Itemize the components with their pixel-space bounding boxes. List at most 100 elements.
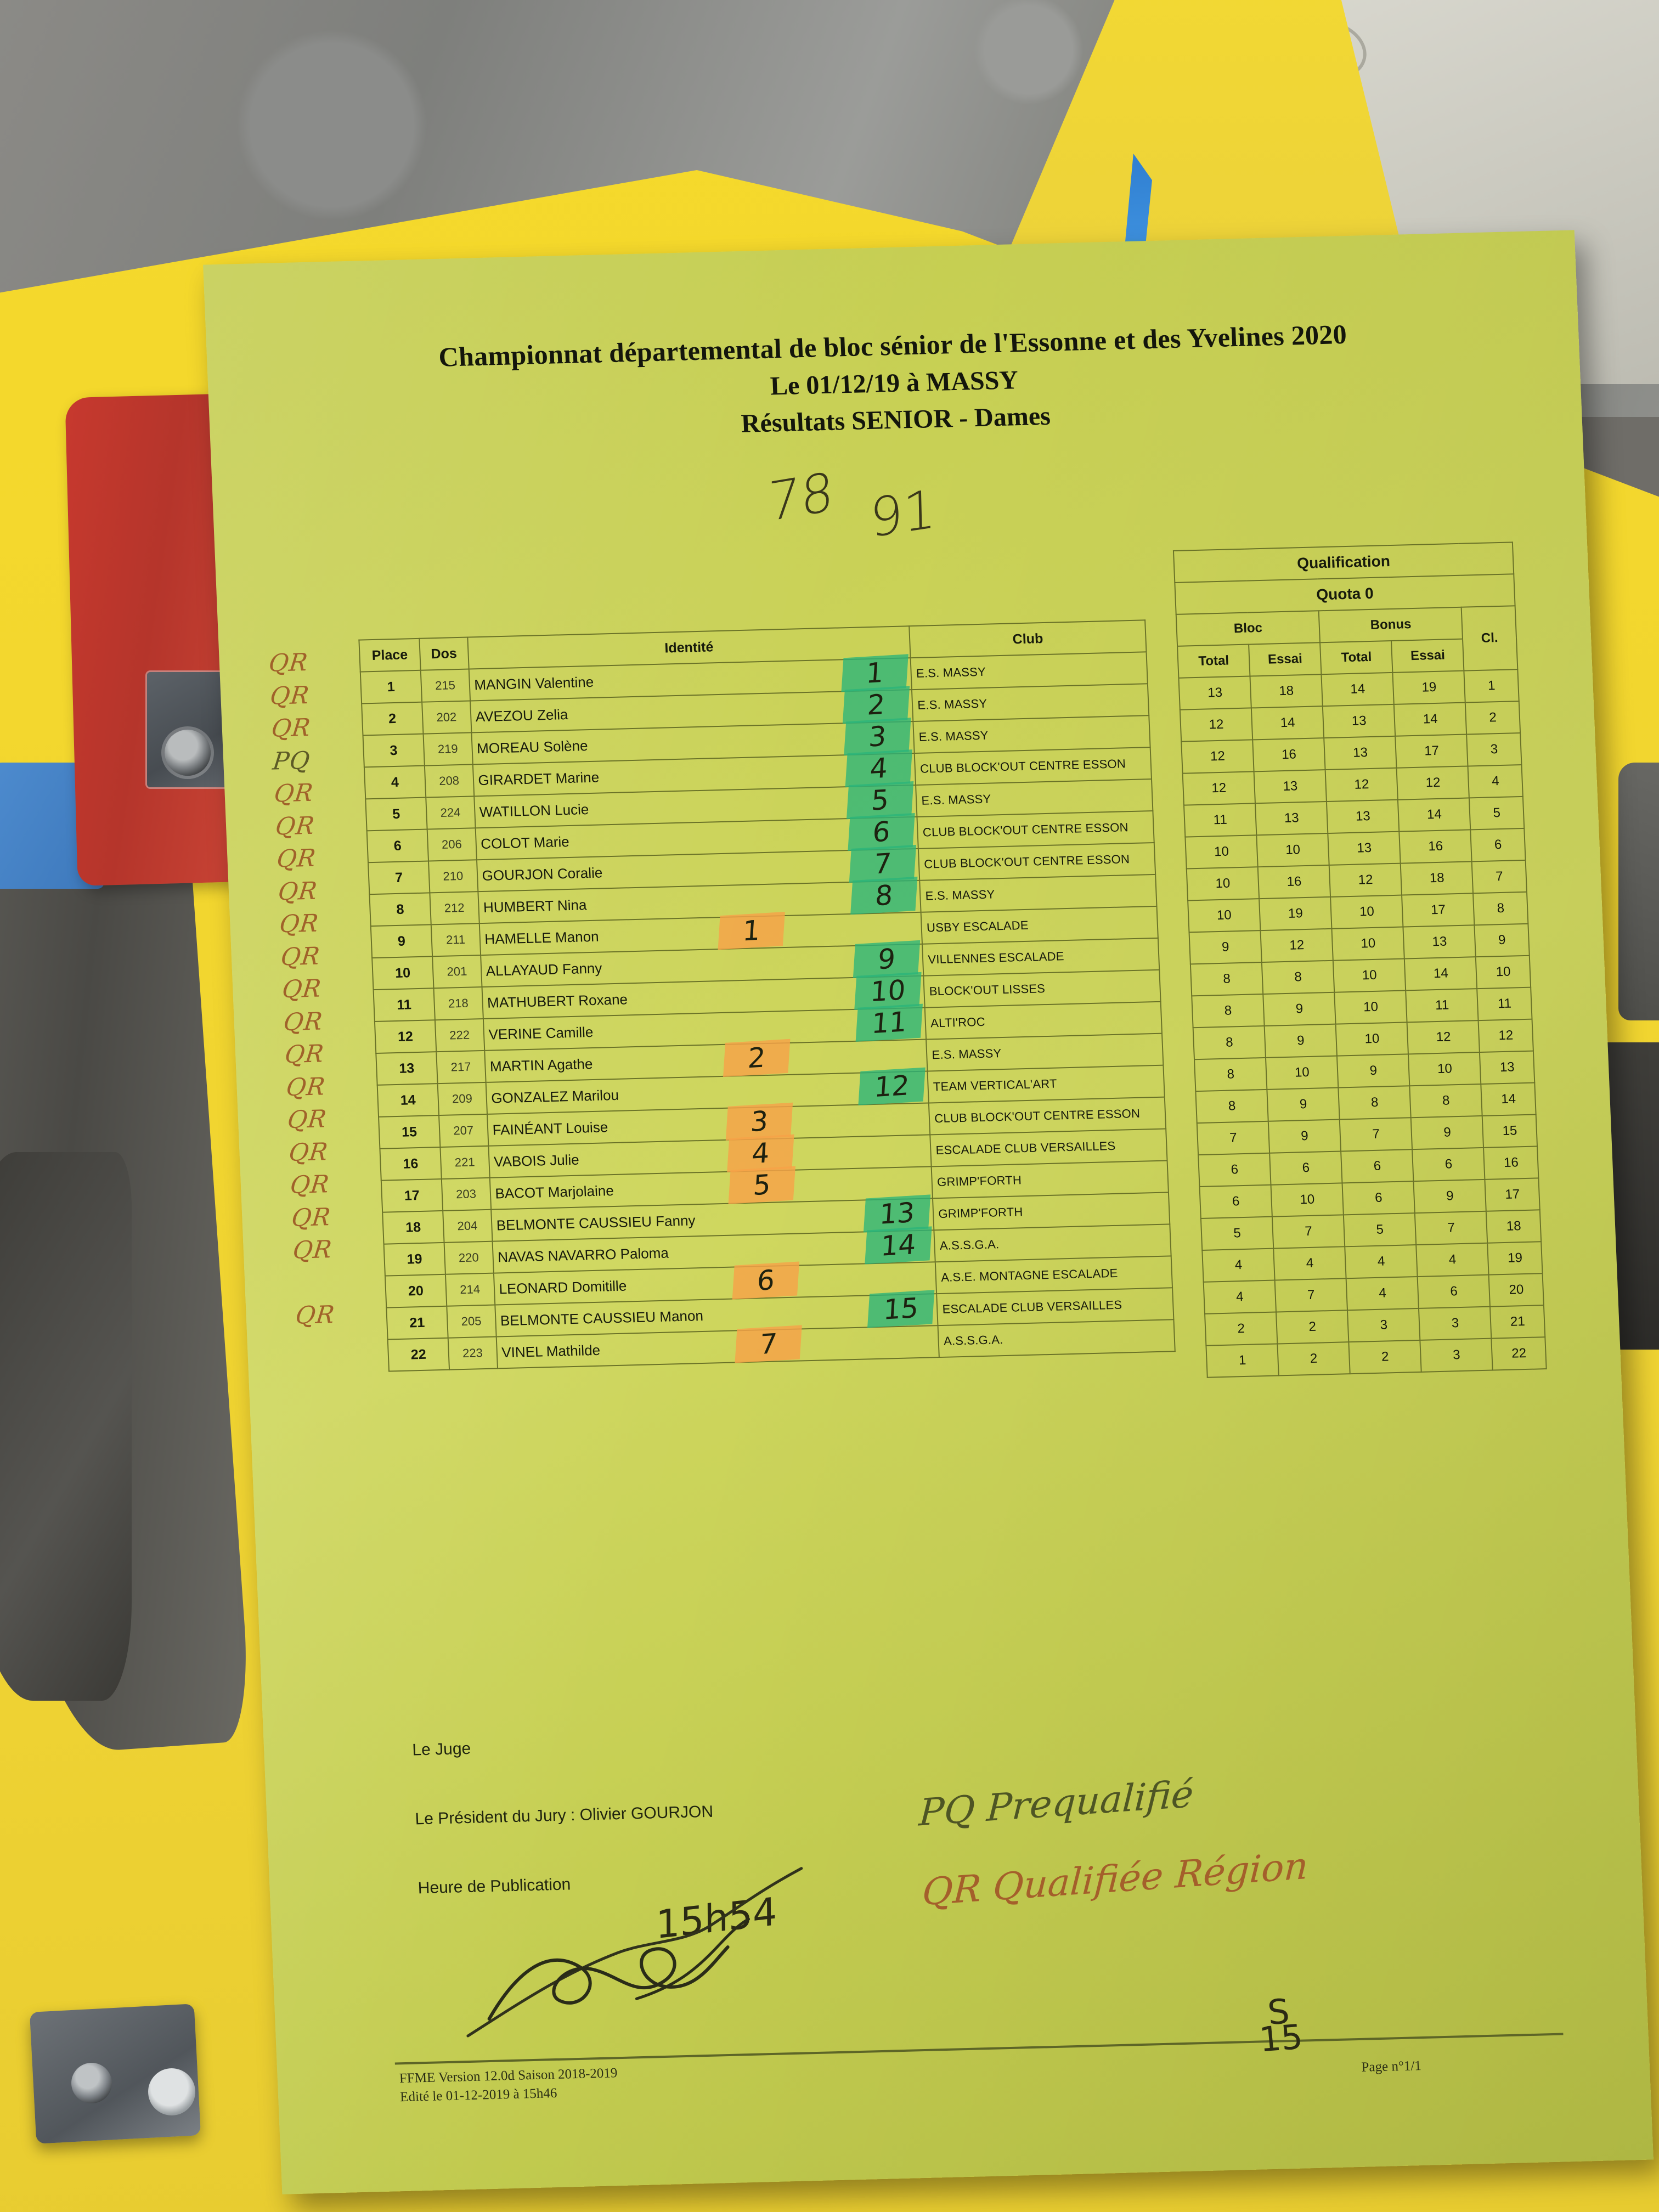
- cell-bonus-total: 13: [1328, 831, 1401, 865]
- cell-bloc-essai: 13: [1255, 802, 1328, 836]
- cell-club: E.S. MASSY: [910, 652, 1148, 690]
- cell-bloc-total: 12: [1180, 708, 1253, 742]
- cell-bloc-total: 6: [1198, 1153, 1271, 1187]
- cell-bloc-total: 13: [1178, 676, 1251, 710]
- cell-dos: 209: [437, 1082, 487, 1116]
- cell-place: 11: [373, 988, 435, 1022]
- cell-club: ESCALADE CLUB VERSAILLES: [936, 1288, 1174, 1326]
- footer-page-number: Page n°1/1: [1361, 2058, 1422, 2075]
- margin-mark: QR: [294, 1300, 337, 1330]
- cell-bonus-total: 12: [1329, 863, 1402, 897]
- cell-bloc-total: 2: [1205, 1312, 1278, 1346]
- cell-bloc-total: 8: [1190, 962, 1263, 996]
- cell-place: 15: [379, 1115, 441, 1149]
- handwritten-rank-mark: 12: [858, 1067, 926, 1105]
- cell-classement: 5: [1469, 796, 1525, 830]
- cell-classement: 3: [1466, 733, 1522, 766]
- cell-bonus-total: 6: [1342, 1181, 1415, 1215]
- cell-club: GRIMP'FORTH: [931, 1160, 1169, 1199]
- handwritten-78: 78: [767, 460, 834, 534]
- cell-dos: 205: [447, 1305, 496, 1338]
- handwritten-rank-mark: 6: [732, 1261, 800, 1300]
- cell-bloc-essai: 14: [1251, 706, 1324, 740]
- cell-club: BLOCK'OUT LISSES: [923, 969, 1161, 1008]
- cell-bonus-essai: 14: [1404, 957, 1477, 991]
- cell-bloc-essai: 9: [1267, 1087, 1340, 1121]
- cell-bonus-total: 10: [1331, 927, 1405, 961]
- cell-bloc-essai: 7: [1272, 1215, 1345, 1249]
- cell-bloc-total: 11: [1183, 803, 1257, 837]
- qual-group-bonus: Bonus: [1318, 607, 1463, 643]
- cell-bonus-total: 10: [1335, 1022, 1409, 1056]
- cell-bonus-essai: 6: [1417, 1274, 1491, 1308]
- judge-label: Le Juge: [411, 1739, 471, 1759]
- cell-bloc-essai: 7: [1274, 1278, 1348, 1312]
- cell-bloc-essai: 6: [1269, 1151, 1342, 1185]
- qual-header-bonus-essai: Essai: [1391, 639, 1464, 673]
- cell-club: USBY ESCALADE: [921, 906, 1158, 944]
- cell-club: GRIMP'FORTH: [933, 1192, 1170, 1231]
- cell-bloc-total: 4: [1203, 1280, 1277, 1314]
- cell-bloc-total: 9: [1189, 930, 1262, 964]
- cell-dos: 215: [420, 669, 470, 702]
- cell-bloc-total: 10: [1185, 835, 1258, 869]
- margin-mark: QR: [280, 974, 323, 1004]
- cell-bonus-essai: 17: [1402, 893, 1475, 927]
- cell-dos: 208: [424, 764, 474, 798]
- cell-bonus-total: 6: [1341, 1149, 1414, 1183]
- cell-place: 3: [363, 733, 425, 768]
- handwritten-rank-mark: 11: [855, 1003, 923, 1042]
- cell-classement: 17: [1485, 1178, 1540, 1211]
- cell-bonus-essai: 9: [1410, 1115, 1484, 1150]
- cell-place: 4: [364, 765, 426, 799]
- margin-mark: QR: [272, 778, 315, 808]
- cell-club: CLUB BLOCK'OUT CENTRE ESSON: [915, 747, 1152, 785]
- handwritten-s15-bottom: 15: [1257, 2016, 1305, 2060]
- cell-dos: 221: [440, 1146, 490, 1179]
- cell-bloc-total: 12: [1181, 740, 1254, 774]
- cell-place: 1: [360, 670, 422, 704]
- cell-bonus-essai: 12: [1407, 1020, 1480, 1054]
- cell-classement: 10: [1476, 955, 1531, 989]
- cell-dos: 219: [423, 732, 473, 766]
- cell-bonus-essai: 11: [1406, 989, 1479, 1023]
- qual-header-bonus-total: Total: [1320, 640, 1393, 675]
- cell-club: A.S.E. MONTAGNE ESCALADE: [935, 1256, 1173, 1294]
- header-dos: Dos: [419, 637, 469, 670]
- cell-dos: 224: [425, 796, 476, 830]
- cell-bonus-total: 12: [1325, 768, 1398, 802]
- cell-bonus-essai: 9: [1413, 1179, 1487, 1214]
- cell-bonus-essai: 19: [1392, 670, 1466, 704]
- cell-club: CLUB BLOCK'OUT CENTRE ESSON: [917, 811, 1154, 849]
- handwritten-rank-mark: 5: [728, 1166, 796, 1204]
- cell-classement: 4: [1468, 765, 1523, 798]
- bolt-icon: [71, 2063, 112, 2103]
- cell-place: 20: [385, 1274, 447, 1308]
- cell-bonus-total: 4: [1345, 1245, 1418, 1279]
- margin-mark: QR: [287, 1137, 330, 1167]
- cell-club: E.S. MASSY: [913, 715, 1150, 754]
- margin-mark: QR: [269, 713, 313, 743]
- handwritten-rank-mark: 2: [723, 1039, 791, 1077]
- cell-bloc-essai: 19: [1259, 896, 1332, 931]
- grey-mat-left-shadow: [0, 1152, 132, 1701]
- cell-bonus-essai: 17: [1395, 734, 1468, 768]
- cell-bonus-total: 10: [1334, 990, 1407, 1024]
- margin-mark: QR: [279, 941, 322, 971]
- cell-bonus-total: 8: [1338, 1086, 1411, 1120]
- cell-bonus-total: 9: [1337, 1054, 1410, 1088]
- cell-dos: 220: [444, 1241, 494, 1274]
- cell-club: VILLENNES ESCALADE: [922, 938, 1160, 976]
- cell-dos: 202: [421, 701, 471, 734]
- cell-place: 17: [381, 1178, 443, 1212]
- cell-bonus-essai: 16: [1399, 830, 1472, 864]
- cell-bonus-total: 10: [1330, 895, 1403, 929]
- cell-dos: 214: [445, 1273, 495, 1306]
- cell-dos: 210: [428, 860, 478, 893]
- margin-mark: QR: [290, 1203, 332, 1232]
- margin-mark: QR: [275, 844, 318, 873]
- cell-bloc-essai: 16: [1252, 738, 1325, 772]
- handwritten-rank-mark: 8: [850, 876, 918, 915]
- handwritten-publication-time: 15h54: [656, 1888, 777, 1948]
- margin-mark: QR: [283, 1040, 326, 1069]
